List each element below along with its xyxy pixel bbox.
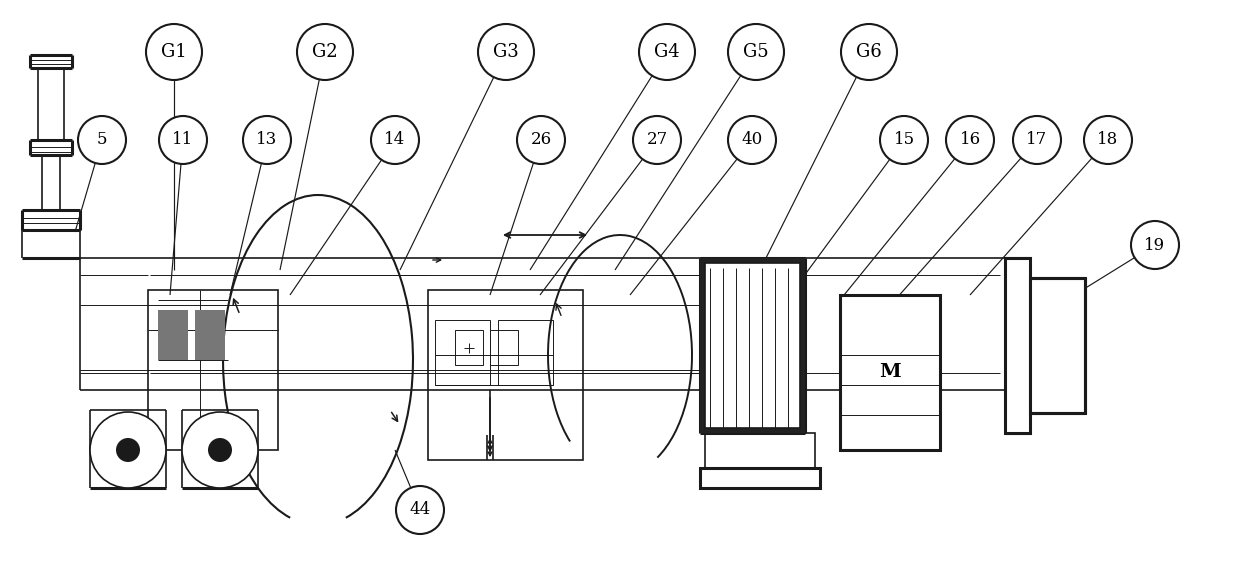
Bar <box>839 295 940 450</box>
Circle shape <box>298 24 353 80</box>
Bar <box>706 433 815 468</box>
Circle shape <box>517 116 565 164</box>
Text: 18: 18 <box>1097 132 1118 148</box>
Text: 17: 17 <box>1027 132 1048 148</box>
Circle shape <box>728 24 784 80</box>
Text: 11: 11 <box>172 132 193 148</box>
Circle shape <box>159 116 207 164</box>
Text: G1: G1 <box>161 43 187 61</box>
Text: G4: G4 <box>655 43 680 61</box>
Circle shape <box>1131 221 1179 269</box>
Circle shape <box>1084 116 1132 164</box>
Circle shape <box>78 116 126 164</box>
Text: 15: 15 <box>894 132 915 148</box>
Circle shape <box>477 24 534 80</box>
Text: G2: G2 <box>312 43 337 61</box>
Text: M: M <box>879 363 900 381</box>
Bar <box>706 263 800 428</box>
Text: G5: G5 <box>743 43 769 61</box>
Circle shape <box>639 24 694 80</box>
Text: 19: 19 <box>1145 237 1166 253</box>
Text: 26: 26 <box>531 132 552 148</box>
Text: 13: 13 <box>257 132 278 148</box>
Bar <box>498 320 553 385</box>
Circle shape <box>946 116 994 164</box>
Text: G6: G6 <box>856 43 882 61</box>
Text: 27: 27 <box>646 132 667 148</box>
Bar <box>428 290 583 460</box>
Circle shape <box>1013 116 1061 164</box>
Circle shape <box>396 486 444 534</box>
Bar <box>701 468 820 488</box>
Circle shape <box>117 438 140 462</box>
Bar <box>701 258 805 433</box>
Text: 5: 5 <box>97 132 107 148</box>
Circle shape <box>728 116 776 164</box>
Circle shape <box>243 116 291 164</box>
Circle shape <box>182 412 258 488</box>
Circle shape <box>146 24 202 80</box>
Bar <box>1030 278 1085 413</box>
Circle shape <box>91 412 166 488</box>
Circle shape <box>371 116 419 164</box>
Circle shape <box>841 24 897 80</box>
Text: G3: G3 <box>494 43 518 61</box>
Bar <box>455 330 484 365</box>
Bar <box>157 310 188 360</box>
Circle shape <box>880 116 928 164</box>
Circle shape <box>632 116 681 164</box>
Bar <box>1004 258 1030 433</box>
Text: 44: 44 <box>409 501 430 519</box>
Text: 14: 14 <box>384 132 405 148</box>
Text: 40: 40 <box>742 132 763 148</box>
Text: 16: 16 <box>960 132 981 148</box>
Bar <box>435 320 490 385</box>
Bar <box>148 290 278 450</box>
Circle shape <box>208 438 232 462</box>
Bar <box>490 330 518 365</box>
Bar <box>195 310 224 360</box>
